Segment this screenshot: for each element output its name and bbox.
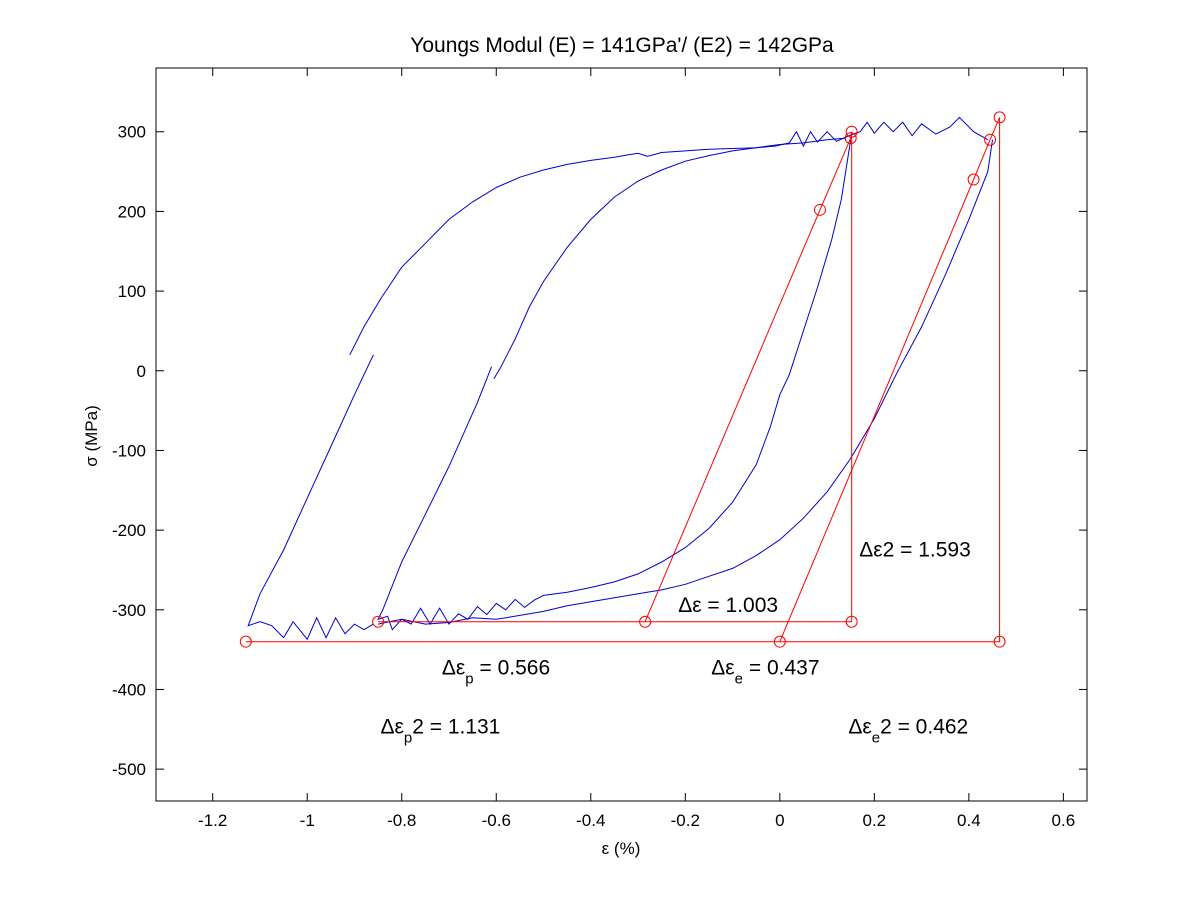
x-tick-label-5: -0.2 — [671, 811, 700, 830]
annotation-text: 2 = 1.131 — [412, 715, 500, 738]
strain-annotation-4: Δεp2 = 1.131 — [380, 715, 500, 746]
data-point-marker-11 — [813, 203, 826, 216]
annotation-text: Δε = 1.003 — [678, 594, 778, 617]
x-tick-label-6: 0 — [775, 811, 784, 830]
series-line-5 — [245, 117, 1001, 643]
strain-annotation-0: Δε = 1.003 — [678, 594, 778, 617]
plot-area — [155, 67, 1088, 802]
y-tick-label-5: -200 — [112, 521, 146, 540]
annotation-text: 2 = 0.462 — [880, 715, 968, 738]
data-point-marker-7 — [639, 615, 652, 628]
series-line-1 — [247, 354, 374, 641]
x-tick-label-3: -0.6 — [482, 811, 511, 830]
annotation-text: = 0.437 — [743, 656, 819, 679]
y-tick-label-2: 100 — [118, 282, 146, 301]
tick-layer: -1.2 -1 -0.8 -0.6 -0.4 -0.2 0 0.2 0.4 0.6 300 200 10… — [112, 68, 1087, 830]
annotation-subscript: e — [872, 729, 880, 746]
series-line-3 — [377, 139, 852, 631]
x-tick-label-8: 0.4 — [957, 811, 981, 830]
annotation-text: = 0.566 — [474, 656, 550, 679]
data-point-marker-6 — [372, 615, 385, 628]
y-tick-label-3: 0 — [137, 362, 146, 381]
series-line-6 — [378, 131, 853, 623]
y-axis-label: σ (MPa) — [82, 405, 101, 467]
annotation-text: Δε — [711, 656, 734, 679]
annotation-subscript: e — [735, 670, 743, 687]
y-tick-label-7: -400 — [112, 680, 146, 699]
y-tick-label-4: -100 — [112, 441, 146, 460]
x-tick-label-4: -0.4 — [576, 811, 605, 830]
strain-annotation-3: Δεe = 0.437 — [711, 656, 819, 687]
x-tick-label-0: -1.2 — [198, 811, 227, 830]
x-tick-label-7: 0.2 — [863, 811, 887, 830]
y-tick-label-1: 200 — [118, 202, 146, 221]
x-tick-label-2: -0.8 — [387, 811, 416, 830]
strain-annotation-5: Δεe2 = 0.462 — [848, 715, 968, 746]
chart-title: Youngs Modul (E) = 141GPa'/ (E2) = 142GP… — [410, 34, 834, 57]
series-layer — [245, 116, 1001, 643]
data-point-marker-0 — [239, 635, 252, 648]
series-line-4 — [378, 139, 993, 625]
data-point-marker-4 — [984, 133, 997, 146]
data-point-marker-1 — [773, 635, 786, 648]
data-point-marker-8 — [845, 615, 858, 628]
data-point-marker-5 — [967, 173, 980, 186]
y-tick-label-0: 300 — [118, 123, 146, 142]
annotation-text: Δε — [848, 715, 871, 738]
y-tick-label-6: -300 — [112, 601, 146, 620]
data-point-marker-10 — [844, 132, 857, 145]
data-point-marker-3 — [993, 111, 1006, 124]
annotation-text: Δε — [442, 656, 465, 679]
series-line-2 — [493, 137, 847, 379]
marker-layer — [239, 111, 1006, 648]
data-point-marker-2 — [993, 635, 1006, 648]
annotation-text: Δε2 = 1.593 — [859, 538, 971, 561]
strain-annotation-1: Δε2 = 1.593 — [859, 538, 971, 561]
y-tick-label-8: -500 — [112, 760, 146, 779]
x-axis-label: ε (%) — [602, 839, 641, 858]
x-tick-label-9: 0.6 — [1052, 811, 1076, 830]
data-point-marker-9 — [845, 125, 858, 138]
annotation-text: Δε — [380, 715, 403, 738]
annotation-subscript: p — [465, 670, 473, 687]
annotation-subscript: p — [404, 729, 412, 746]
series-line-0 — [349, 116, 989, 356]
strain-annotation-2: Δεp = 0.566 — [442, 656, 550, 687]
x-tick-label-1: -1 — [300, 811, 315, 830]
